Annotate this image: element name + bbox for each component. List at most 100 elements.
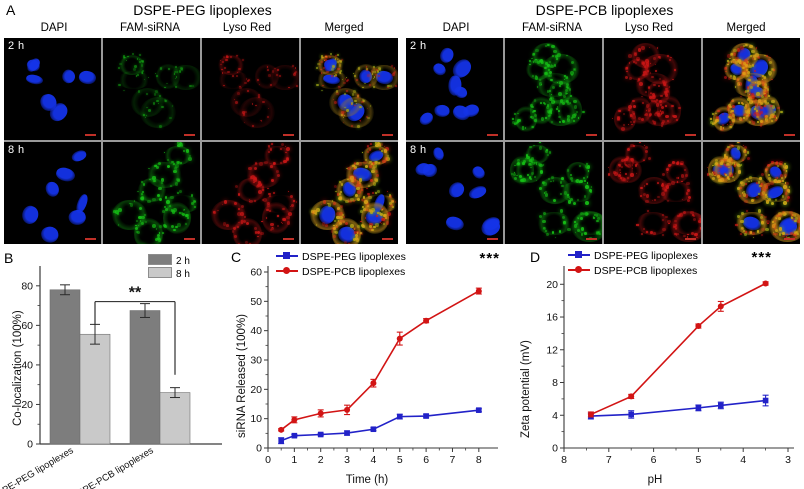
punctate-signal (333, 184, 338, 189)
punctate-signal (358, 182, 361, 185)
punctate-signal (745, 177, 748, 180)
punctate-signal (183, 208, 186, 211)
punctate-signal (619, 164, 622, 167)
signal-halo (758, 181, 792, 203)
micrograph-peg-8h-merged (301, 142, 398, 244)
punctate-signal (157, 233, 161, 237)
punctate-signal (760, 80, 764, 84)
punctate-signal (117, 224, 120, 227)
punctate-signal (584, 212, 588, 216)
punctate-signal (735, 163, 737, 165)
punctate-signal (761, 227, 765, 232)
punctate-signal (722, 159, 725, 161)
punctate-signal (773, 219, 777, 223)
punctate-signal (745, 182, 748, 185)
punctate-signal (756, 110, 759, 112)
punctate-signal (771, 68, 774, 71)
punctate-signal (189, 155, 192, 157)
punctate-signal (221, 72, 224, 74)
punctate-signal (351, 92, 355, 96)
punctate-signal (242, 59, 244, 61)
punctate-signal (720, 165, 722, 168)
punctate-signal (548, 73, 553, 78)
punctate-signal (335, 224, 338, 227)
signal-halo (769, 211, 800, 243)
punctate-signal (372, 85, 375, 88)
signal-halo (735, 211, 770, 236)
punctate-signal (166, 82, 168, 85)
signal-halo (146, 162, 183, 188)
punctate-signal (341, 79, 344, 81)
punctate-signal (745, 63, 748, 67)
data-point-marker (278, 437, 284, 444)
punctate-signal (320, 57, 324, 60)
data-point-marker (717, 303, 724, 310)
punctate-signal (173, 169, 177, 174)
punctate-signal (686, 199, 690, 203)
punctate-signal (618, 174, 622, 178)
punctate-signal (353, 164, 356, 167)
punctate-signal (573, 99, 577, 103)
punctate-signal (783, 164, 787, 168)
punctate-signal (647, 107, 651, 111)
punctate-signal (221, 61, 225, 64)
punctate-signal (332, 98, 335, 101)
punctate-signal (749, 44, 753, 48)
signal-halo (164, 146, 193, 165)
punctate-signal (755, 46, 758, 49)
punctate-signal (138, 215, 142, 220)
punctate-signal (566, 99, 570, 103)
punctate-signal (739, 219, 744, 224)
punctate-signal (759, 111, 763, 114)
punctate-signal (253, 200, 256, 203)
punctate-signal (174, 70, 177, 74)
punctate-signal (764, 87, 768, 91)
micrograph-peg-2h-dapi: 2 h (4, 38, 101, 140)
punctate-signal (752, 121, 755, 124)
punctate-signal (172, 163, 175, 166)
punctate-signal (738, 102, 741, 104)
punctate-signal (775, 199, 777, 201)
punctate-signal (653, 122, 656, 126)
punctate-signal (359, 119, 362, 122)
punctate-signal (582, 176, 586, 180)
punctate-signal (715, 112, 717, 115)
punctate-signal (729, 161, 733, 165)
punctate-signal (190, 201, 195, 205)
punctate-signal (295, 201, 298, 204)
punctate-signal (159, 125, 162, 128)
punctate-signal (687, 196, 691, 200)
punctate-signal (768, 102, 770, 104)
punctate-signal (758, 104, 761, 107)
punctate-signal (714, 158, 719, 163)
punctate-signal (566, 55, 568, 57)
signal-halo (708, 155, 732, 184)
punctate-signal (276, 73, 279, 76)
punctate-signal (737, 59, 742, 63)
punctate-signal (516, 122, 518, 125)
signal-halo (771, 212, 800, 235)
punctate-signal (776, 177, 779, 180)
panel-b-letter: B (4, 250, 14, 266)
punctate-signal (574, 68, 576, 71)
signal-halo (515, 106, 537, 133)
punctate-signal (324, 59, 327, 62)
punctate-signal (693, 233, 697, 237)
punctate-signal (153, 179, 156, 183)
signal-halo (535, 72, 573, 98)
punctate-signal (375, 225, 378, 228)
punctate-signal (316, 83, 319, 87)
punctate-signal (631, 123, 634, 126)
punctate-signal (733, 53, 736, 57)
punctate-signal (647, 86, 651, 89)
punctate-signal (743, 105, 748, 110)
punctate-signal (629, 106, 631, 109)
punctate-signal (651, 199, 654, 202)
micrograph-peg-8h-lysored (202, 142, 299, 244)
punctate-signal (234, 202, 237, 206)
punctate-signal (564, 74, 567, 78)
punctate-signal (339, 215, 343, 220)
punctate-signal (744, 44, 747, 47)
punctate-signal (316, 208, 320, 212)
